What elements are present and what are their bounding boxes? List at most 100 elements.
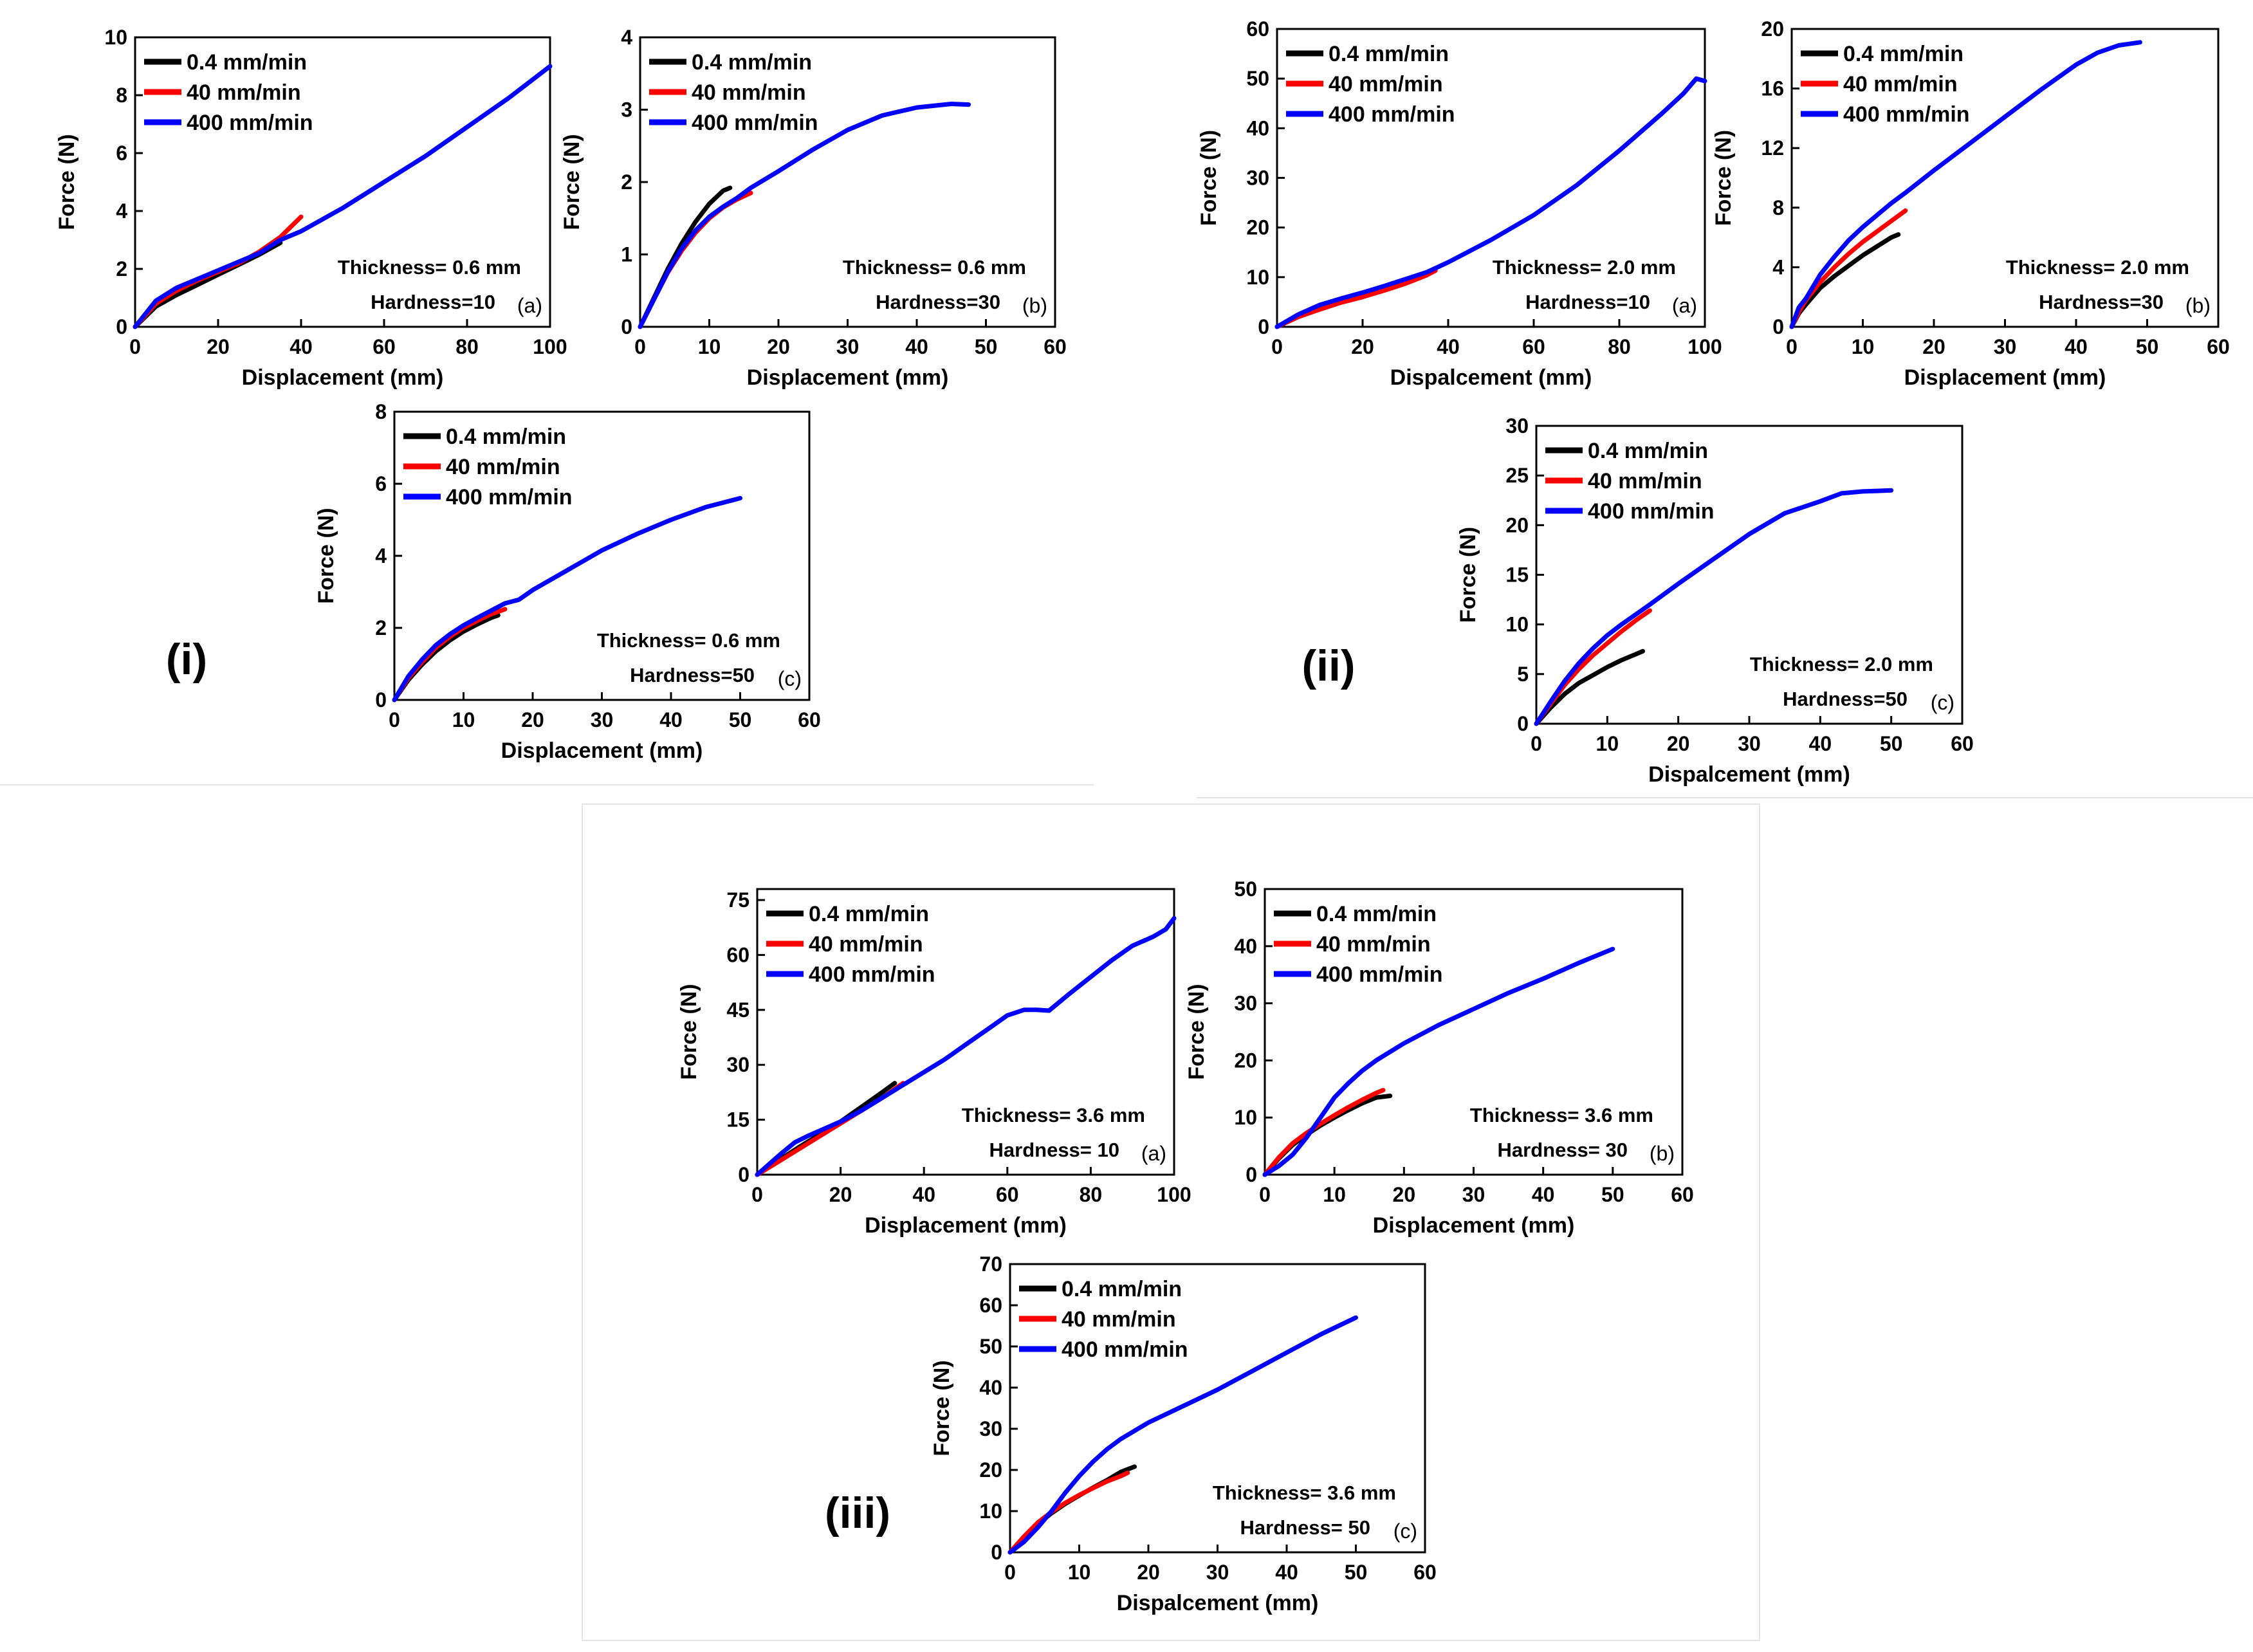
panel-tag: (b) xyxy=(1022,294,1047,317)
y-tick-label: 30 xyxy=(1505,414,1529,437)
y-tick-label: 20 xyxy=(1505,513,1529,537)
section-frame-iii xyxy=(582,803,1760,1641)
x-tick-label: 0 xyxy=(1004,1561,1016,1584)
x-tick-label: 60 xyxy=(996,1183,1019,1206)
x-tick-label: 60 xyxy=(1522,335,1545,358)
y-tick-label: 20 xyxy=(1234,1049,1257,1072)
x-axis-title: Displacement (mm) xyxy=(501,739,703,763)
y-tick-label: 4 xyxy=(621,26,632,49)
x-tick-label: 50 xyxy=(1601,1183,1624,1206)
y-tick-label: 20 xyxy=(979,1458,1002,1482)
hardness-annotation: Hardness= 10 xyxy=(989,1139,1119,1161)
legend-label: 0.4 mm/min xyxy=(1588,439,1708,463)
series-line-400-mm-min xyxy=(1789,40,2142,329)
x-tick-label: 20 xyxy=(1351,335,1374,358)
y-tick-label: 40 xyxy=(1246,116,1269,140)
y-tick-label: 5 xyxy=(1517,663,1529,686)
y-tick-label: 10 xyxy=(1505,613,1529,636)
x-tick-label: 20 xyxy=(1393,1183,1416,1206)
chart-panel-5: 0 10 20 30 40 50 60 0 4 8 12 16 20 Displacement (mm) F… xyxy=(1711,17,2230,390)
y-tick-label: 10 xyxy=(979,1500,1002,1523)
x-tick-label: 20 xyxy=(1922,335,1945,358)
plot-frame xyxy=(134,36,551,328)
y-tick-label: 30 xyxy=(1234,992,1257,1015)
y-tick-label: 2 xyxy=(375,616,387,639)
x-tick-label: 40 xyxy=(659,708,683,731)
chart-panel-4: 0 20 40 60 80 100 0 10 20 30 40 50 60 Dispalcement (m… xyxy=(1197,17,1722,390)
y-axis-title: Force (N) xyxy=(930,1360,954,1456)
legend-label: 40 mm/min xyxy=(446,455,560,479)
legend-label: 0.4 mm/min xyxy=(692,50,812,75)
x-tick-label: 100 xyxy=(533,335,567,358)
legend-label: 0.4 mm/min xyxy=(1316,902,1437,926)
x-tick-label: 10 xyxy=(1596,732,1619,755)
x-tick-label: 10 xyxy=(1323,1183,1346,1206)
x-tick-label: 40 xyxy=(1532,1183,1555,1206)
chart-panel-9: 0 10 20 30 40 50 60 0 10 20 30 40 50 60 70 Dispalcement… xyxy=(930,1253,1437,1615)
legend-label: 0.4 mm/min xyxy=(187,50,307,75)
chart-panel-7: 0 20 40 60 80 100 0 15 30 45 60 75 Displacement (mm)… xyxy=(677,888,1191,1238)
y-tick-label: 60 xyxy=(726,943,749,966)
x-tick-label: 20 xyxy=(521,708,544,731)
hardness-annotation: Hardness= 30 xyxy=(1498,1139,1628,1161)
legend-label: 40 mm/min xyxy=(1843,72,1958,96)
y-tick-label: 1 xyxy=(621,243,632,266)
x-tick-label: 10 xyxy=(1068,1561,1091,1584)
legend-label: 400 mm/min xyxy=(1588,499,1715,524)
legend-label: 40 mm/min xyxy=(1062,1307,1176,1332)
panel-tag: (c) xyxy=(1393,1519,1417,1543)
panel-tag: (c) xyxy=(1931,691,1954,714)
x-tick-label: 40 xyxy=(912,1183,935,1206)
y-axis-title: Force (N) xyxy=(1456,527,1480,623)
y-tick-label: 75 xyxy=(726,888,749,912)
x-tick-label: 100 xyxy=(1687,335,1722,358)
y-axis-title: Force (N) xyxy=(560,134,584,230)
y-tick-label: 0 xyxy=(738,1163,749,1186)
hardness-annotation: Hardness=10 xyxy=(1525,291,1650,313)
x-tick-label: 0 xyxy=(389,708,400,731)
series-line-40-mm-min xyxy=(1007,1471,1130,1555)
x-tick-label: 80 xyxy=(1080,1183,1103,1206)
series-line-40-mm-min xyxy=(1274,268,1438,329)
x-tick-label: 40 xyxy=(2064,335,2088,358)
thickness-annotation: Thickness= 3.6 mm xyxy=(1213,1482,1396,1504)
legend-label: 400 mm/min xyxy=(1843,102,1970,127)
y-tick-label: 0 xyxy=(116,315,127,338)
y-tick-label: 60 xyxy=(1246,17,1269,41)
y-tick-label: 15 xyxy=(726,1108,749,1132)
x-tick-label: 80 xyxy=(1608,335,1631,358)
legend-label: 0.4 mm/min xyxy=(1843,42,1963,66)
x-tick-label: 40 xyxy=(905,335,928,358)
x-tick-label: 20 xyxy=(207,335,230,358)
x-tick-label: 60 xyxy=(1951,732,1974,755)
x-tick-label: 0 xyxy=(751,1183,763,1206)
y-tick-label: 2 xyxy=(621,170,632,194)
panel-tag: (b) xyxy=(2185,294,2211,317)
chart-panel-8: 0 10 20 30 40 50 60 0 10 20 30 40 50 Displacement (mm… xyxy=(1184,877,1694,1238)
legend-label: 400 mm/min xyxy=(692,111,818,135)
x-tick-label: 0 xyxy=(1531,732,1542,755)
y-tick-label: 8 xyxy=(116,84,127,107)
hardness-annotation: Hardness=10 xyxy=(371,291,495,313)
y-tick-label: 8 xyxy=(1772,196,1784,219)
legend-label: 0.4 mm/min xyxy=(809,902,929,926)
x-tick-label: 20 xyxy=(767,335,790,358)
x-tick-label: 80 xyxy=(455,335,479,358)
x-tick-label: 60 xyxy=(2207,335,2230,358)
x-tick-label: 20 xyxy=(1137,1561,1160,1584)
y-tick-label: 40 xyxy=(1234,935,1257,958)
y-tick-label: 6 xyxy=(116,142,127,165)
thickness-annotation: Thickness= 2.0 mm xyxy=(1493,256,1676,279)
legend-label: 0.4 mm/min xyxy=(1062,1277,1182,1301)
series-line-400-mm-min xyxy=(392,495,742,702)
y-tick-label: 3 xyxy=(621,98,632,122)
y-tick-label: 50 xyxy=(1234,877,1257,901)
x-tick-label: 50 xyxy=(729,708,752,731)
y-tick-label: 0 xyxy=(1517,712,1529,735)
y-tick-label: 0 xyxy=(991,1541,1002,1564)
legend-label: 40 mm/min xyxy=(1588,469,1702,493)
x-tick-label: 60 xyxy=(1671,1183,1694,1206)
x-tick-label: 60 xyxy=(372,335,396,358)
x-tick-label: 60 xyxy=(1413,1561,1437,1584)
